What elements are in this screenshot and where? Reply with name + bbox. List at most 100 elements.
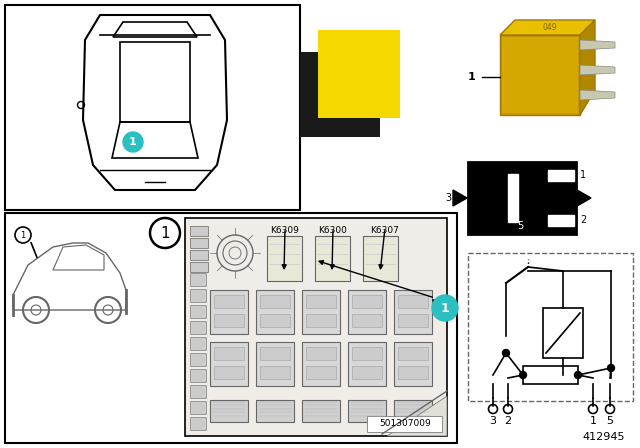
Polygon shape xyxy=(580,90,615,100)
Bar xyxy=(260,347,290,360)
Polygon shape xyxy=(577,190,591,206)
Bar xyxy=(210,290,248,334)
Bar xyxy=(190,353,206,366)
Bar xyxy=(523,366,578,384)
Bar xyxy=(190,417,206,430)
Bar xyxy=(214,366,244,379)
Bar xyxy=(5,5,300,210)
Bar xyxy=(214,347,244,360)
Bar xyxy=(190,262,208,272)
Circle shape xyxy=(150,218,180,248)
Text: 3: 3 xyxy=(490,416,497,426)
Polygon shape xyxy=(580,40,615,50)
Bar xyxy=(468,162,576,234)
Bar xyxy=(500,35,580,115)
Bar xyxy=(548,170,574,181)
Text: 1: 1 xyxy=(467,72,475,82)
Bar xyxy=(394,342,432,386)
Circle shape xyxy=(575,371,582,379)
Bar xyxy=(190,250,208,260)
Bar xyxy=(256,342,294,386)
Bar xyxy=(398,347,428,360)
Bar xyxy=(394,400,432,422)
Bar xyxy=(543,308,583,358)
Polygon shape xyxy=(580,20,595,115)
Text: 049: 049 xyxy=(543,22,557,31)
Polygon shape xyxy=(500,20,595,35)
Bar xyxy=(214,295,244,308)
Bar xyxy=(190,337,206,350)
Bar xyxy=(185,218,447,436)
Bar xyxy=(352,295,382,308)
Bar xyxy=(260,366,290,379)
Polygon shape xyxy=(387,396,447,436)
Text: K6309: K6309 xyxy=(271,226,300,235)
Bar xyxy=(548,215,574,226)
Bar xyxy=(210,342,248,386)
Bar xyxy=(267,236,302,281)
Text: 1: 1 xyxy=(440,302,449,314)
Bar xyxy=(398,314,428,327)
Text: 2: 2 xyxy=(580,215,586,225)
Bar xyxy=(306,347,336,360)
Bar xyxy=(502,37,578,113)
Bar xyxy=(352,347,382,360)
Bar xyxy=(363,236,398,281)
Circle shape xyxy=(502,349,509,357)
Text: 412945: 412945 xyxy=(582,432,625,442)
Text: 3: 3 xyxy=(445,193,451,203)
Bar xyxy=(302,342,340,386)
Bar xyxy=(190,238,208,248)
Bar xyxy=(306,366,336,379)
Bar xyxy=(315,236,350,281)
Bar xyxy=(508,174,518,222)
Bar xyxy=(367,416,442,432)
Circle shape xyxy=(520,371,527,379)
Bar xyxy=(5,213,457,443)
Text: K6300: K6300 xyxy=(319,226,348,235)
Polygon shape xyxy=(453,190,467,206)
Bar xyxy=(302,290,340,334)
Bar xyxy=(306,295,336,308)
Bar xyxy=(398,366,428,379)
Text: 5: 5 xyxy=(517,221,523,231)
Circle shape xyxy=(123,132,143,152)
Text: 1: 1 xyxy=(20,231,26,240)
Bar xyxy=(190,289,206,302)
Bar xyxy=(190,273,206,286)
Circle shape xyxy=(607,365,614,371)
Bar xyxy=(190,305,206,318)
Text: 1: 1 xyxy=(129,137,137,147)
Bar xyxy=(190,369,206,382)
Bar xyxy=(190,385,206,398)
Text: 501307009: 501307009 xyxy=(379,419,431,428)
Bar xyxy=(190,321,206,334)
Bar xyxy=(120,42,190,122)
Bar xyxy=(398,295,428,308)
Text: 1: 1 xyxy=(160,225,170,241)
Text: 1: 1 xyxy=(589,416,596,426)
Bar xyxy=(302,400,340,422)
Bar xyxy=(348,342,386,386)
Text: K6307: K6307 xyxy=(371,226,399,235)
Polygon shape xyxy=(580,65,615,75)
Text: 1: 1 xyxy=(580,170,586,180)
Bar xyxy=(260,295,290,308)
Bar xyxy=(352,314,382,327)
Bar xyxy=(352,366,382,379)
Bar xyxy=(300,52,380,137)
Text: 5: 5 xyxy=(607,416,614,426)
Bar xyxy=(210,400,248,422)
Text: 2: 2 xyxy=(504,416,511,426)
Bar xyxy=(306,314,336,327)
Bar xyxy=(256,400,294,422)
Bar xyxy=(318,30,400,118)
Bar xyxy=(190,401,206,414)
Bar xyxy=(468,253,633,401)
Bar xyxy=(260,314,290,327)
Bar xyxy=(348,290,386,334)
Bar xyxy=(256,290,294,334)
Bar xyxy=(214,314,244,327)
Circle shape xyxy=(15,227,31,243)
Bar xyxy=(190,226,208,236)
